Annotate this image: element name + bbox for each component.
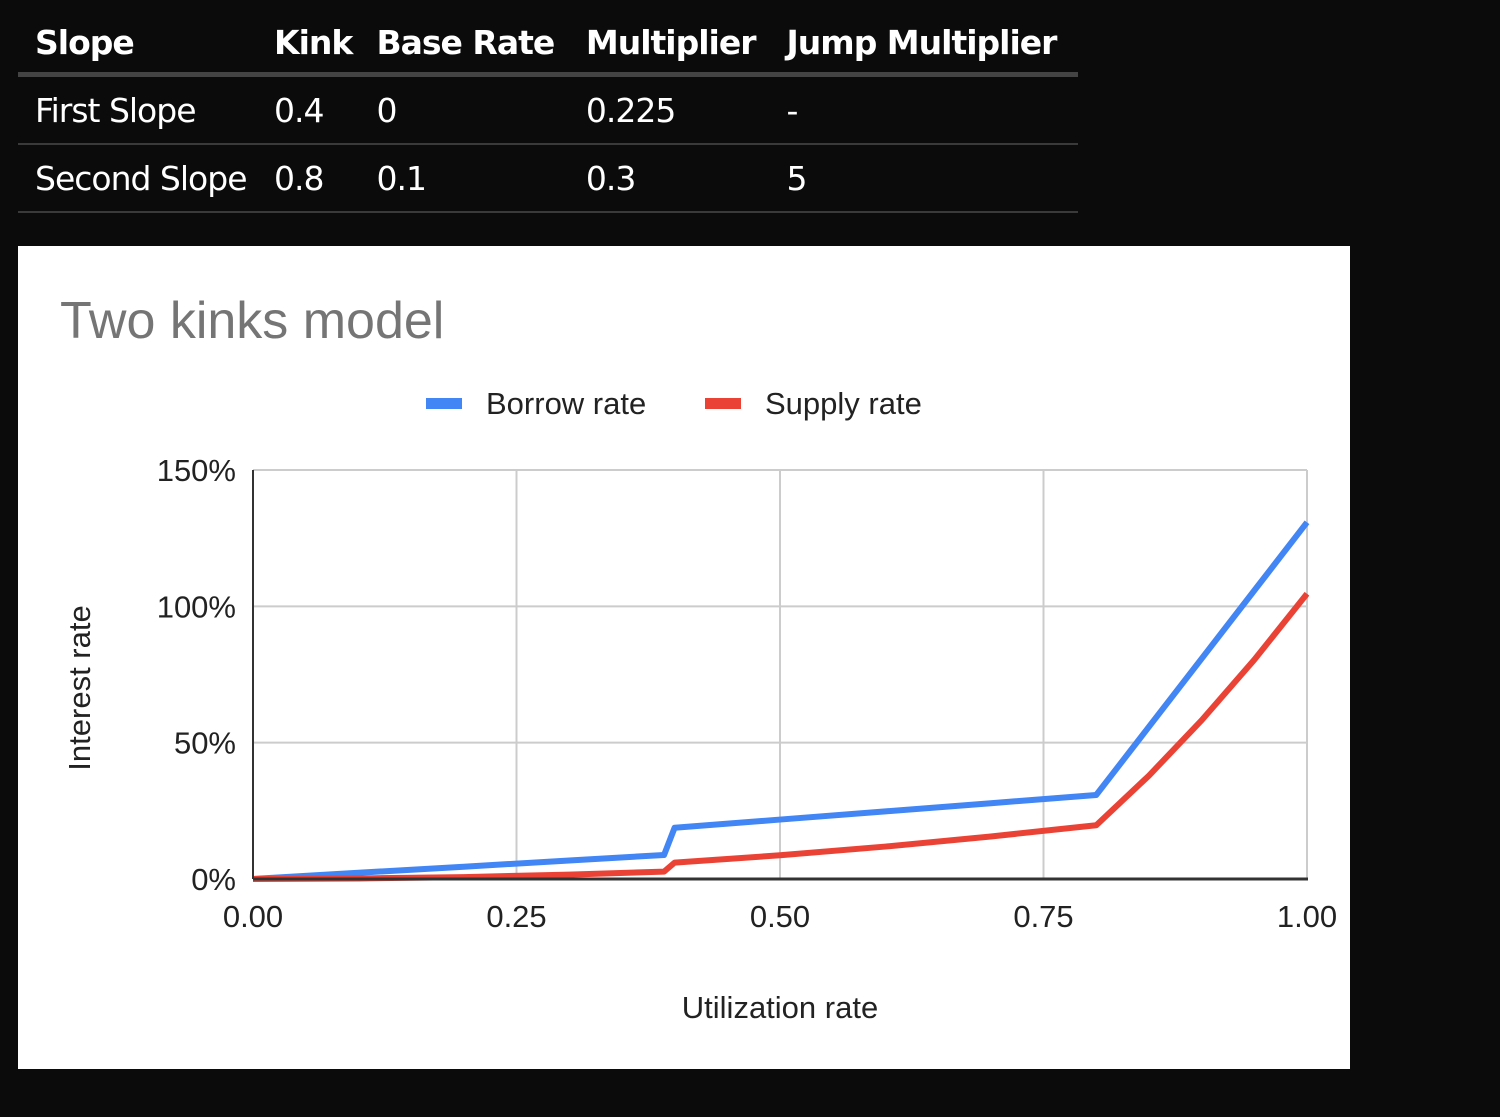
header-jump-multiplier: Jump Multiplier	[769, 12, 1078, 77]
legend-label: Supply rate	[765, 386, 922, 421]
legend-label: Borrow rate	[486, 386, 646, 421]
table-header-row: Slope Kink Base Rate Multiplier Jump Mul…	[18, 12, 1078, 77]
series-lines	[252, 520, 1310, 882]
cell: 5	[769, 144, 1078, 213]
legend-swatch	[705, 398, 741, 409]
header-base-rate: Base Rate	[359, 12, 569, 77]
x-axis-label: Utilization rate	[682, 990, 878, 1025]
cell: 0.8	[257, 144, 360, 213]
chart-title: Two kinks model	[60, 292, 444, 350]
cell: First Slope	[18, 74, 257, 145]
series-line-borrow	[252, 520, 1310, 882]
x-tick-label: 0.50	[750, 899, 810, 934]
cell: 0.3	[568, 144, 770, 213]
y-tick-label: 0%	[191, 862, 236, 897]
header-kink: Kink	[257, 12, 360, 77]
y-tick-label: 100%	[157, 589, 236, 624]
cell: -	[769, 74, 1078, 145]
chart-card: Two kinks model Borrow rate Supply rate 0…	[18, 246, 1350, 1069]
x-tick-label: 0.00	[223, 899, 283, 934]
legend: Borrow rate Supply rate	[426, 386, 922, 421]
y-axis-label: Interest rate	[62, 605, 97, 770]
x-tick-label: 0.75	[1013, 899, 1073, 934]
slope-parameters-table: Slope Kink Base Rate Multiplier Jump Mul…	[18, 12, 1078, 213]
cell: 0	[359, 74, 569, 145]
grid	[253, 469, 1308, 879]
y-tick-label: 150%	[157, 453, 236, 488]
x-tick-label: 1.00	[1277, 899, 1337, 934]
cell: Second Slope	[18, 144, 257, 213]
cell: 0.225	[568, 74, 770, 145]
series-line-supply	[252, 591, 1310, 882]
table-row: First Slope 0.4 0 0.225 -	[18, 74, 1078, 145]
y-tick-label: 50%	[174, 726, 236, 761]
line-chart: Two kinks model Borrow rate Supply rate 0…	[60, 292, 1337, 1025]
cell: 0.1	[359, 144, 569, 213]
header-slope: Slope	[18, 12, 257, 77]
table-row: Second Slope 0.8 0.1 0.3 5	[18, 144, 1078, 213]
x-tick-label: 0.25	[486, 899, 546, 934]
axes: 0.00 0.25 0.50 0.75 1.00 0% 50% 100% 150%	[157, 453, 1337, 934]
legend-swatch	[426, 398, 462, 409]
header-multiplier: Multiplier	[568, 12, 770, 77]
cell: 0.4	[257, 74, 360, 145]
